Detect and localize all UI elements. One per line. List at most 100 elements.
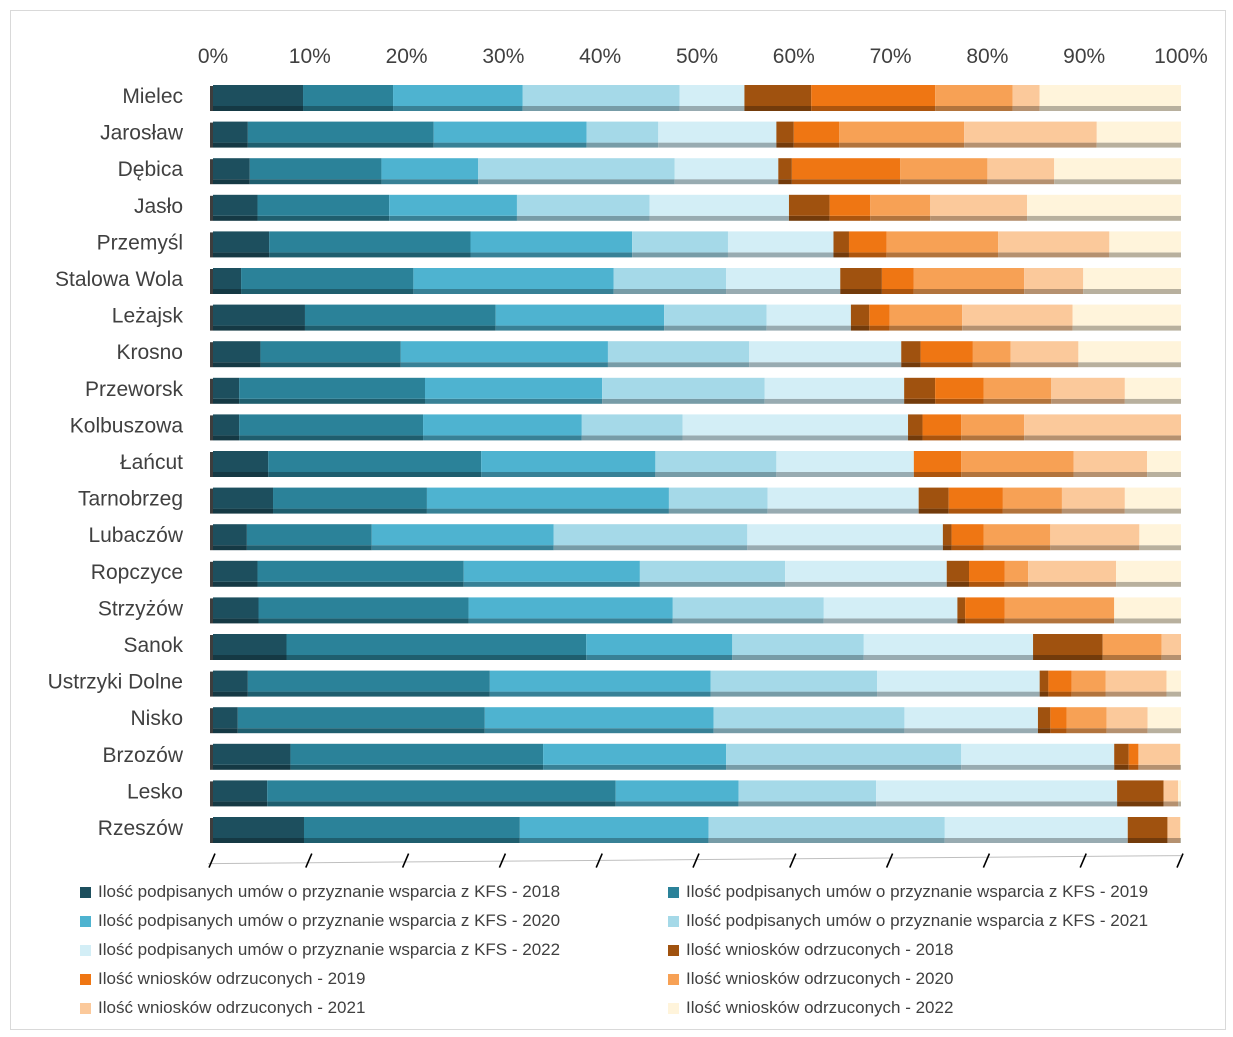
x-tick-label: 60% — [773, 45, 815, 68]
bar-segment — [747, 524, 943, 546]
bar-segment — [433, 121, 587, 143]
bar-row — [210, 743, 1181, 770]
category-label: Jasło — [134, 195, 183, 218]
bar-segment — [778, 158, 792, 180]
bar-segment-shadow — [586, 142, 659, 148]
bar-segment — [246, 524, 372, 546]
bar-segment — [519, 817, 709, 838]
bar-segment-shadow — [793, 142, 840, 148]
bar-segment — [1105, 670, 1167, 692]
bar-end-face — [210, 781, 213, 807]
bar-segment-shadow — [674, 179, 779, 185]
bar-segment-shadow — [876, 801, 1118, 807]
bar-segment — [639, 560, 786, 582]
legend-label: Ilość wniosków odrzuconych - 2022 — [686, 998, 954, 1017]
bar-row — [210, 85, 1181, 111]
bar-segment — [1083, 268, 1181, 289]
bar-segment-shadow — [811, 106, 936, 111]
bar-segment — [1024, 414, 1181, 436]
bar-segment — [213, 414, 240, 436]
bar-segment-shadow — [1166, 691, 1181, 697]
bar-segment — [304, 304, 496, 326]
bar-segment — [1127, 817, 1168, 838]
x-tick-mark — [789, 853, 797, 868]
bar-segment-shadow — [433, 142, 587, 148]
bar-segment — [870, 194, 931, 216]
x-tick-mark — [982, 853, 991, 868]
bar-end-face — [210, 378, 213, 404]
bar-end-face — [210, 415, 213, 441]
bar-row — [210, 231, 1181, 258]
bar-segment-shadow — [1105, 691, 1167, 697]
bar-segment — [920, 341, 973, 363]
bar-segment-shadow — [1024, 289, 1084, 294]
bar-segment-shadow — [948, 508, 1003, 514]
bar-segment-shadow — [946, 581, 970, 587]
bar-segment-shadow — [213, 325, 305, 331]
bar-segment — [793, 121, 840, 143]
bar-segment-shadow — [901, 362, 921, 368]
bar-segment — [823, 597, 958, 619]
bar-end-face — [210, 708, 213, 734]
bar-segment — [983, 377, 1052, 399]
bar-segment-shadow — [213, 435, 240, 441]
bar-segment-shadow — [747, 545, 943, 551]
bar-segment-shadow — [1050, 545, 1140, 551]
bar-segment-shadow — [1178, 801, 1181, 807]
legend-label: Ilość wniosków odrzuconych - 2018 — [686, 940, 954, 959]
bar-segment-shadow — [249, 179, 382, 185]
bar-segment-shadow — [1167, 838, 1181, 843]
bar-segment — [1071, 670, 1106, 692]
bar-segment-shadow — [869, 325, 890, 331]
bar-segment-shadow — [602, 398, 765, 404]
bar-end-face — [210, 818, 213, 843]
bar-segment — [726, 268, 841, 289]
legend-swatch — [80, 973, 91, 985]
bar-segment — [791, 158, 901, 180]
bar-segment-shadow — [607, 362, 750, 368]
legend-label: Ilość podpisanych umów o przyznanie wspa… — [98, 882, 561, 901]
legend-item: Ilość wniosków odrzuconych - 2020 — [668, 969, 953, 989]
bar-segment — [213, 451, 269, 472]
bar-segment-shadow — [213, 655, 287, 660]
bar-segment — [922, 414, 962, 436]
bar-segment — [901, 341, 921, 363]
bar-segment-shadow — [708, 838, 945, 843]
bar-segment — [930, 194, 1028, 216]
bar-row — [210, 707, 1181, 734]
bar-segment-shadow — [286, 655, 587, 660]
bar-segment — [213, 85, 304, 106]
bar-segment — [918, 487, 949, 509]
bar-segment-shadow — [1048, 691, 1072, 697]
bar-end-face — [210, 269, 213, 294]
bar-segment-shadow — [877, 691, 1040, 697]
legend-swatch — [80, 1002, 91, 1014]
bar-segment — [788, 194, 830, 216]
bar-segment — [767, 487, 919, 509]
bar-segment-shadow — [1106, 728, 1148, 734]
category-label: Tarnobrzeg — [78, 488, 183, 511]
bar-segment — [602, 377, 765, 399]
bar-segment-shadow — [922, 435, 962, 441]
bar-segment-shadow — [389, 215, 517, 221]
bar-segment — [581, 414, 683, 436]
bar-segment — [213, 707, 238, 729]
bar-segment-shadow — [785, 581, 947, 587]
bar-end-face — [210, 561, 213, 587]
bar-segment — [935, 85, 1013, 106]
bar-segment — [840, 268, 882, 289]
bar-segment — [727, 231, 834, 253]
bar-segment-shadow — [1004, 581, 1029, 587]
bar-segment — [1124, 487, 1181, 509]
bar-segment-shadow — [649, 215, 789, 221]
bar-row — [210, 414, 1181, 441]
bar-segment-shadow — [983, 398, 1052, 404]
bar-segment-shadow — [908, 435, 923, 441]
bar-segment-shadow — [1180, 764, 1181, 770]
category-label: Jarosław — [100, 122, 184, 145]
category-label: Leżajsk — [112, 305, 184, 328]
bar-segment — [951, 524, 984, 546]
bar-segment-shadow — [239, 435, 424, 441]
bar-segment-shadow — [426, 508, 669, 514]
bar-segment — [1124, 377, 1181, 399]
